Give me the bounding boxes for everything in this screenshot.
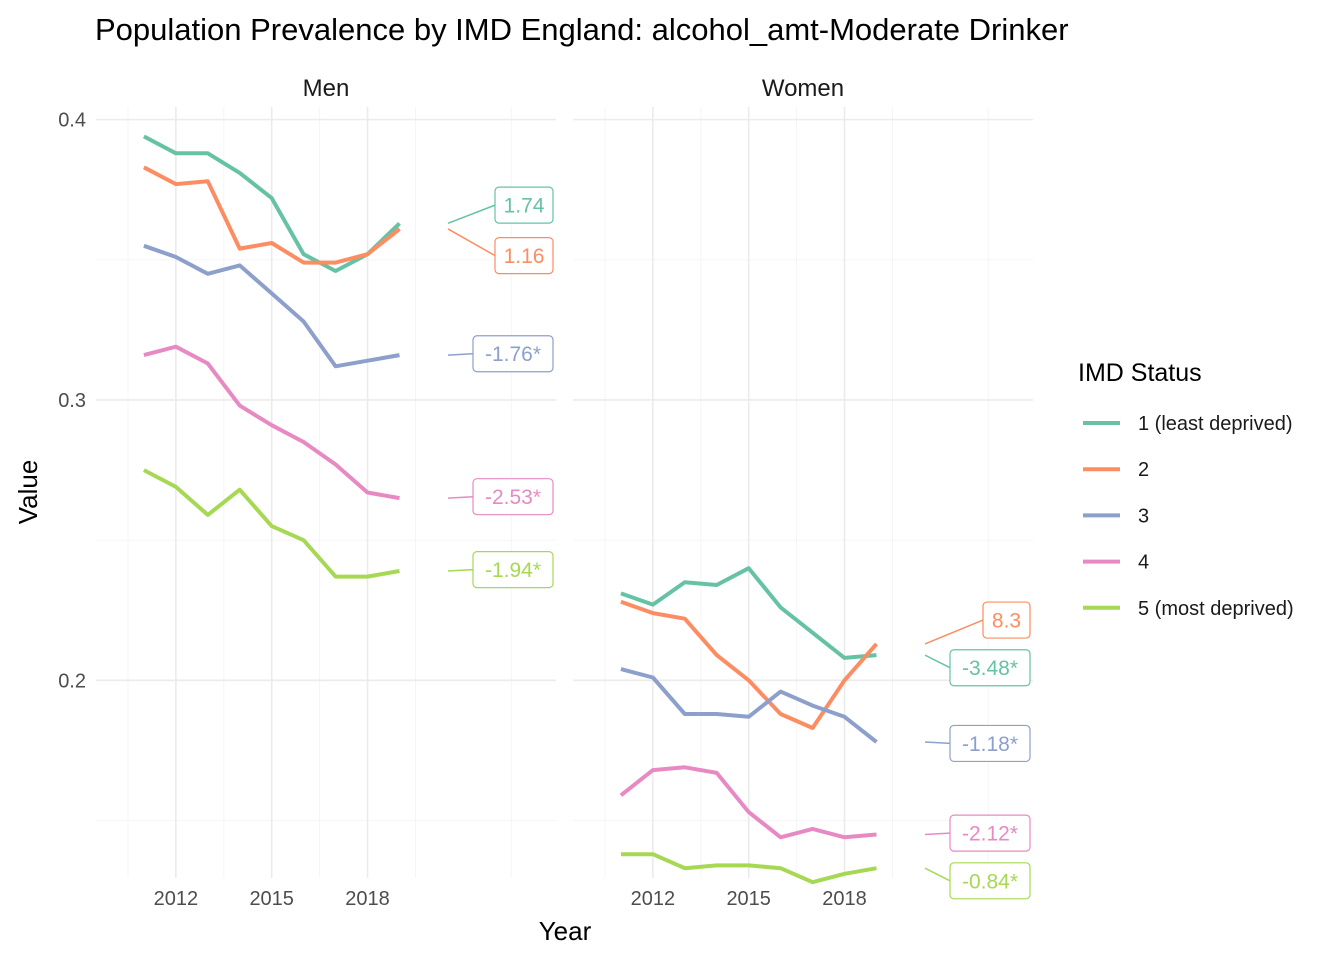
label-leader-line xyxy=(447,204,496,225)
panel-men: Men 2012 2015 2018 1.74 1.16 -1.76* -2.53* -1.94… xyxy=(96,75,556,910)
label-leader-line xyxy=(447,352,474,356)
trend-label-box xyxy=(949,724,1031,763)
y-tick-label: 0.3 xyxy=(58,390,86,412)
series-line-3 xyxy=(620,667,878,744)
series-line-4 xyxy=(619,765,877,840)
label-leader-line xyxy=(924,741,951,745)
series-line-2 xyxy=(142,165,401,265)
x-tick-label: 2018 xyxy=(345,888,390,910)
facet-panels: Men 2012 2015 2018 1.74 1.16 -1.76* -2.53* -1.94… xyxy=(58,75,1033,910)
trend-label-box xyxy=(949,862,1031,900)
label-leader-line xyxy=(447,495,474,499)
facet-label-women: Women xyxy=(762,75,844,102)
x-axis-title: Year xyxy=(539,916,592,946)
x-tick-label: 2015 xyxy=(249,888,294,910)
legend-title: IMD Status xyxy=(1078,359,1202,387)
panel-women: Women 2012 2015 2018 -3.48* 8.3 -1.18* -2.12* -0… xyxy=(573,75,1033,910)
trend-label: -1.94* xyxy=(485,559,541,582)
trend-label: -2.12* xyxy=(962,823,1018,846)
y-tick-label: 0.4 xyxy=(58,110,86,132)
facet-label-men: Men xyxy=(303,75,350,102)
label-leader-line xyxy=(924,619,984,645)
chart-title: Population Prevalence by IMD England: al… xyxy=(95,12,1069,47)
label-leader-line xyxy=(924,832,951,836)
trend-label: 1.74 xyxy=(504,195,545,218)
legend-label-5: 5 (most deprived) xyxy=(1138,598,1294,620)
legend-label-3: 3 xyxy=(1138,505,1149,527)
label-leader-line xyxy=(447,568,474,572)
y-tick-label: 0.2 xyxy=(58,670,86,692)
label-leader-line xyxy=(924,654,951,669)
trend-label: 1.16 xyxy=(504,245,545,268)
y-axis-title: Value xyxy=(13,460,43,525)
label-leader-line xyxy=(447,228,496,257)
trend-label-box xyxy=(472,550,554,589)
legend-label-1: 1 (least deprived) xyxy=(1138,413,1293,435)
trend-label-box xyxy=(982,601,1031,639)
x-tick-label: 2012 xyxy=(631,888,676,910)
x-tick-label: 2012 xyxy=(154,888,199,910)
label-leader-line xyxy=(924,867,951,882)
trend-label-box xyxy=(494,186,554,224)
legend-label-2: 2 xyxy=(1138,459,1149,481)
trend-label: -2.53* xyxy=(485,486,541,509)
series-line-1 xyxy=(620,566,877,660)
series-line-2 xyxy=(620,599,879,730)
trend-label: -1.18* xyxy=(962,733,1018,756)
legend-label-4: 4 xyxy=(1138,552,1149,574)
trend-label-box xyxy=(472,478,554,516)
trend-label-box xyxy=(949,649,1031,687)
x-tick-label: 2018 xyxy=(822,888,867,910)
trend-label: 8.3 xyxy=(992,610,1021,633)
trend-label-box xyxy=(472,335,554,373)
series-line-5 xyxy=(620,852,877,885)
trend-label: -1.76* xyxy=(485,343,541,366)
trend-label-box xyxy=(949,814,1031,852)
x-tick-label: 2015 xyxy=(726,888,771,910)
series-line-1 xyxy=(142,134,401,273)
series-line-5 xyxy=(142,468,400,579)
legend: IMD Status 1 (least deprived) 2 3 4 5 (most … xyxy=(1078,359,1294,620)
series-line-3 xyxy=(143,243,400,369)
trend-label: -0.84* xyxy=(962,870,1018,893)
trend-label-box xyxy=(494,236,554,275)
trend-label: -3.48* xyxy=(962,657,1018,680)
series-line-4 xyxy=(143,344,400,501)
